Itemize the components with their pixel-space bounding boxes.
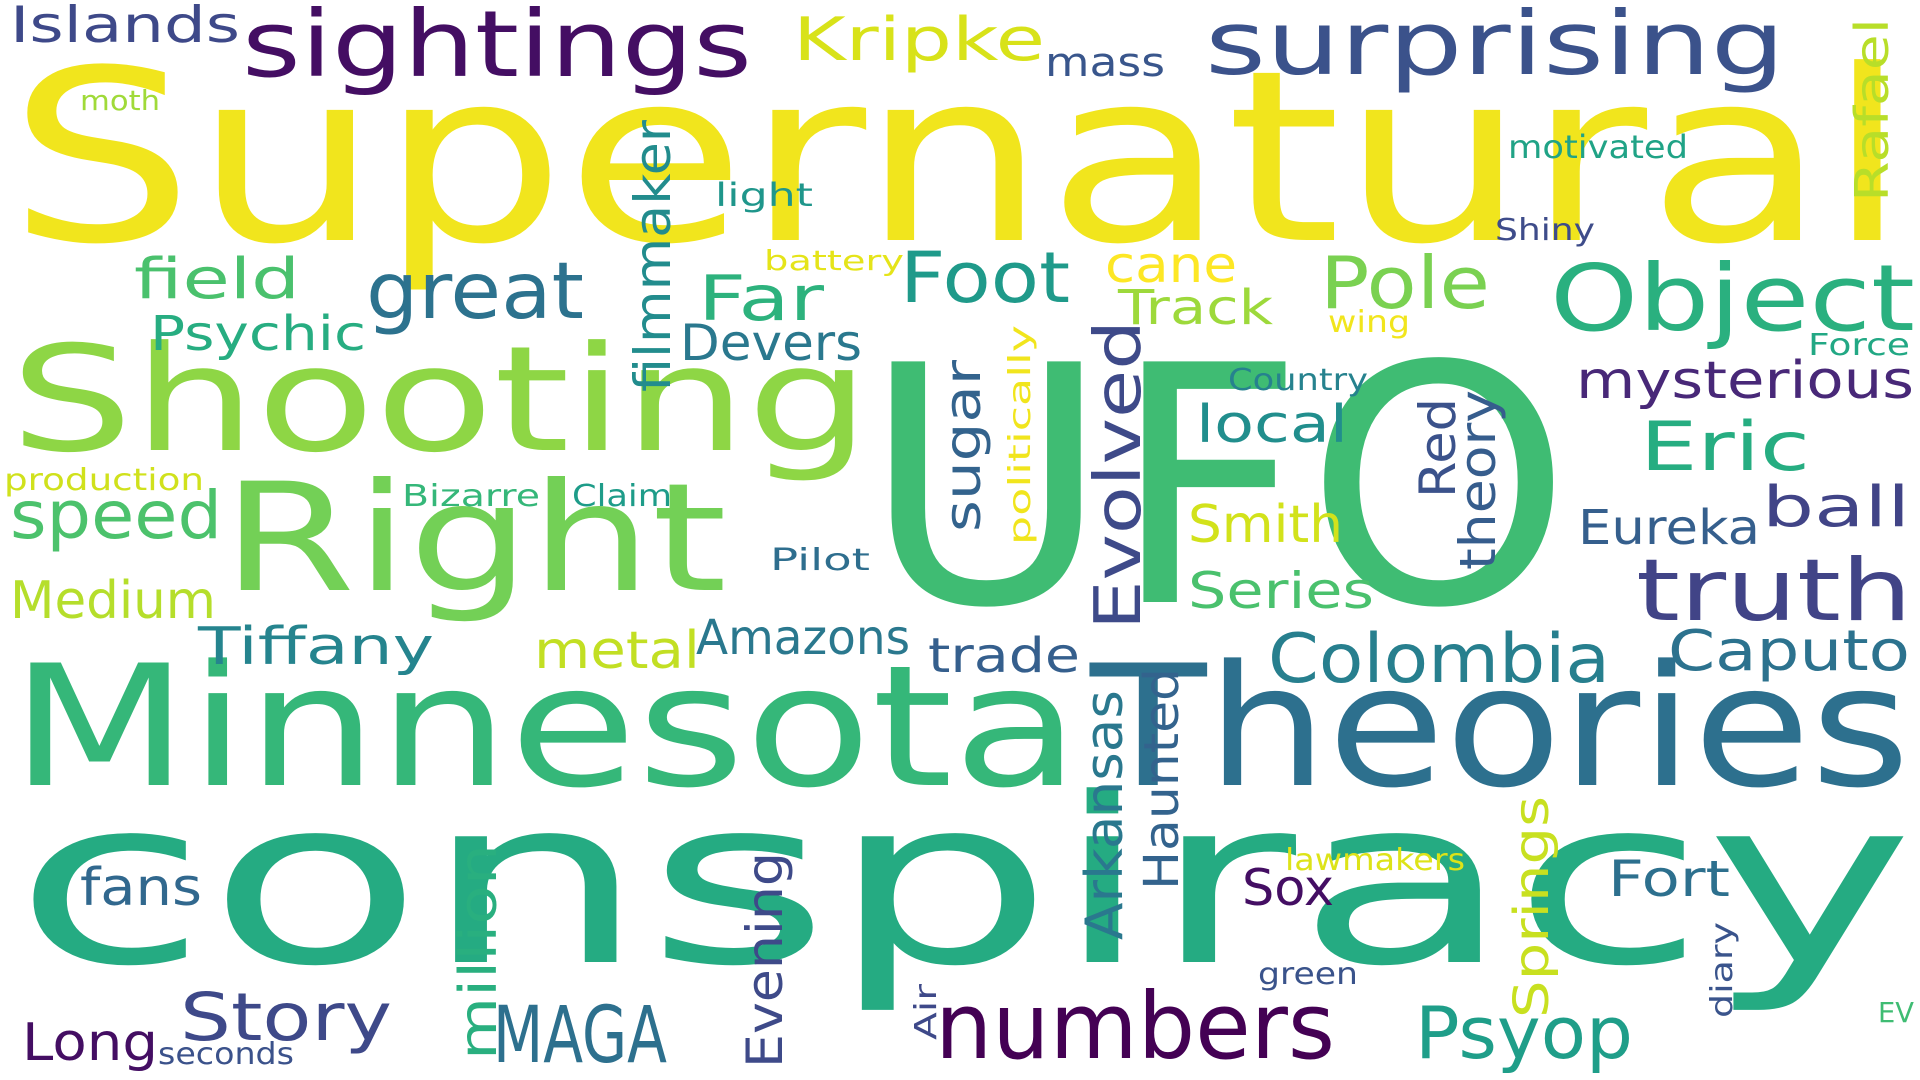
word-theory: theory bbox=[1449, 390, 1507, 570]
word-trade: trade bbox=[928, 628, 1080, 684]
word-surprising: surprising bbox=[1205, 0, 1785, 95]
word-conspiracy: conspiracy bbox=[14, 750, 1914, 1017]
word-sugar: sugar bbox=[934, 359, 992, 532]
word-wing: wing bbox=[1328, 305, 1410, 340]
word-air: Air bbox=[909, 983, 944, 1040]
word-devers: Devers bbox=[680, 314, 862, 372]
word-mass: mass bbox=[1045, 40, 1165, 86]
word-seconds: seconds bbox=[158, 1037, 294, 1072]
word-haunted: Haunted bbox=[1134, 668, 1190, 890]
word-far: Far bbox=[698, 262, 825, 335]
word-production: production bbox=[4, 463, 204, 498]
word-speed: speed bbox=[10, 477, 222, 554]
word-country: Country bbox=[1228, 363, 1368, 398]
word-eric: Eric bbox=[1640, 408, 1810, 487]
word-pole: Pole bbox=[1320, 241, 1490, 325]
word-ball: ball bbox=[1762, 475, 1910, 540]
word-minnesota: Minnesota bbox=[10, 629, 1080, 825]
word-numbers: numbers bbox=[935, 973, 1335, 1080]
word-lawmakers: lawmakers bbox=[1285, 843, 1465, 878]
word-filmmaker: filmmaker bbox=[624, 120, 682, 392]
word-psychic: Psychic bbox=[150, 306, 366, 362]
word-series: Series bbox=[1188, 562, 1374, 620]
word-maga: MAGA bbox=[493, 991, 667, 1080]
word-sox: Sox bbox=[1242, 859, 1334, 917]
word-truth: truth bbox=[1636, 541, 1912, 641]
word-object: Object bbox=[1550, 245, 1915, 352]
word-kripke: Kripke bbox=[793, 5, 1045, 75]
word-eureka: Eureka bbox=[1578, 500, 1760, 556]
word-evolved: Evolved bbox=[1082, 320, 1156, 630]
word-story: Story bbox=[180, 979, 392, 1056]
word-force: Force bbox=[1808, 328, 1910, 363]
word-field: field bbox=[134, 247, 300, 312]
word-shooting: Shooting bbox=[10, 315, 870, 485]
word-theories: Theories bbox=[1089, 629, 1910, 825]
word-light: light bbox=[715, 176, 813, 214]
word-green: green bbox=[1258, 957, 1358, 992]
word-colombia: Colombia bbox=[1268, 620, 1610, 699]
word-sightings: sightings bbox=[242, 0, 752, 98]
word-foot: Foot bbox=[900, 237, 1070, 319]
word-psyop: Psyop bbox=[1415, 991, 1633, 1075]
word-mysterious: mysterious bbox=[1576, 351, 1914, 411]
word-battery: battery bbox=[764, 244, 904, 277]
word-million: million bbox=[449, 844, 509, 1060]
word-caputo: Caputo bbox=[1668, 619, 1910, 684]
word-islands: Islands bbox=[10, 0, 240, 54]
word-local: local bbox=[1196, 395, 1348, 455]
word-motivated: motivated bbox=[1508, 128, 1688, 166]
word-bizarre: Bizarre bbox=[402, 479, 540, 514]
word-claim: Claim bbox=[572, 479, 672, 514]
word-shiny: Shiny bbox=[1495, 213, 1595, 248]
word-diary: diary bbox=[1705, 922, 1740, 1018]
word-great: great bbox=[366, 247, 584, 337]
word-right: Right bbox=[222, 452, 727, 626]
word-amazons: Amazons bbox=[696, 610, 910, 666]
word-medium: Medium bbox=[10, 571, 216, 631]
word-metal: metal bbox=[534, 621, 700, 681]
word-evening: Evening bbox=[736, 852, 794, 1068]
word-ev: EV bbox=[1878, 996, 1914, 1029]
word-arkansas: Arkansas bbox=[1075, 690, 1135, 940]
word-track: Track bbox=[1117, 280, 1273, 336]
word-supernatural: Supernatural bbox=[8, 20, 1908, 297]
word-cane: cane bbox=[1105, 236, 1237, 294]
word-fort: Fort bbox=[1608, 850, 1730, 908]
word-red: Red bbox=[1409, 398, 1467, 498]
word-politically: politically bbox=[1003, 325, 1038, 545]
word-fans: fans bbox=[80, 858, 202, 918]
word-long: Long bbox=[22, 1013, 158, 1073]
word-tiffany: Tiffany bbox=[197, 617, 434, 677]
word-smith: Smith bbox=[1188, 495, 1343, 555]
word-rafael: Rafael bbox=[1845, 18, 1899, 202]
word-springs: Springs bbox=[1504, 796, 1560, 1018]
word-moth: moth bbox=[80, 84, 160, 117]
word-ufo: UFO bbox=[862, 296, 1572, 680]
word-pilot: Pilot bbox=[770, 543, 870, 578]
